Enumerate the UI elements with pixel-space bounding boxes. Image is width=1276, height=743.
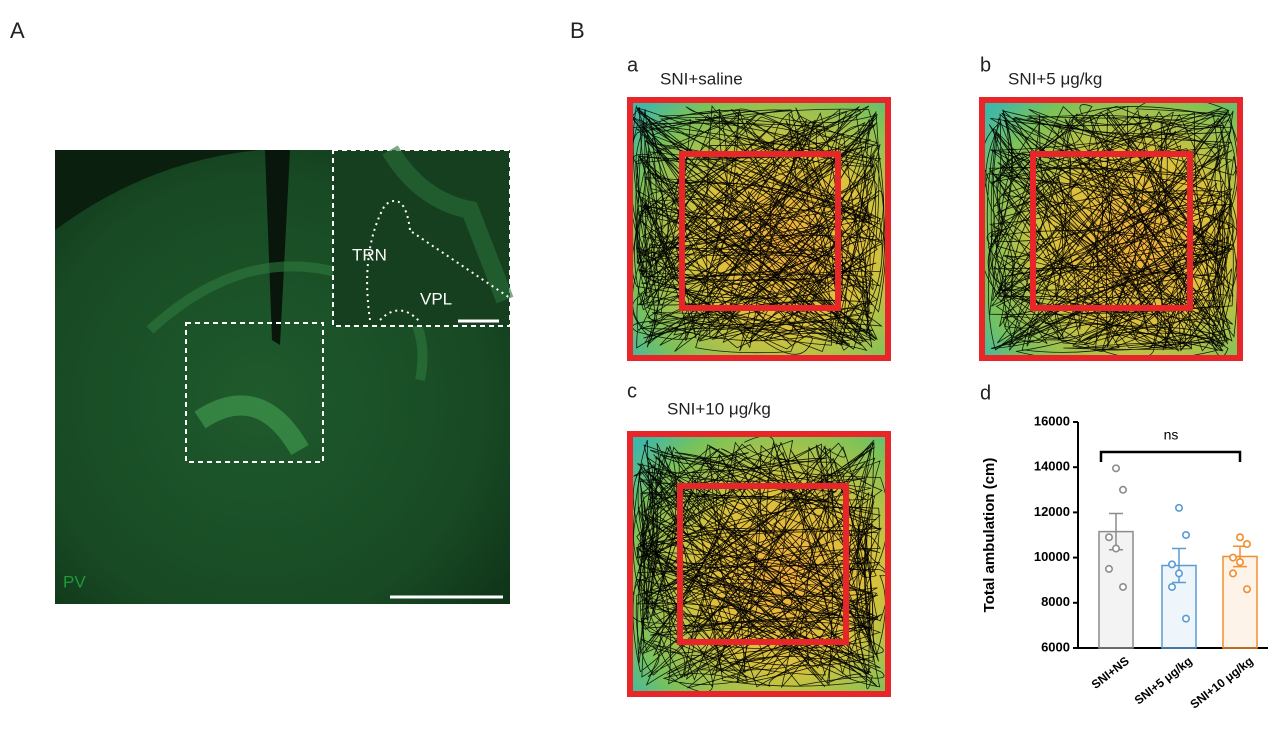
arenas (627, 97, 1242, 696)
x-tick-label: SNI+5 μg/kg (1132, 654, 1195, 708)
data-point (1230, 554, 1236, 560)
data-point (1113, 465, 1119, 471)
data-point (1183, 615, 1189, 621)
data-point (1120, 487, 1126, 493)
subpanel-title: SNI+saline (660, 69, 743, 88)
data-point (1120, 584, 1126, 590)
figure: A TRN VPL PV B a SNI+saline b SNI+5 μg/k… (0, 0, 1276, 738)
subpanel-title: SNI+5 μg/kg (1008, 69, 1102, 88)
micrograph (55, 150, 510, 604)
data-point (1237, 559, 1243, 565)
inset-label: VPL (420, 289, 452, 308)
y-tick-label: 10000 (1034, 549, 1070, 564)
y-tick-label: 16000 (1034, 413, 1070, 428)
data-point (1169, 561, 1175, 567)
data-point (1183, 532, 1189, 538)
data-point (1176, 570, 1182, 576)
data-point (1237, 534, 1243, 540)
data-point (1106, 566, 1112, 572)
bar (1223, 556, 1257, 648)
y-tick-label: 6000 (1041, 639, 1070, 654)
x-tick-label: SNI+10 μg/kg (1188, 654, 1256, 712)
subpanel-label: b (980, 54, 991, 76)
panel-label: B (570, 18, 585, 43)
subpanel-title: SNI+10 μg/kg (667, 399, 771, 418)
y-tick-label: 14000 (1034, 459, 1070, 474)
data-point (1244, 586, 1250, 592)
data-point (1230, 570, 1236, 576)
data-point (1169, 584, 1175, 590)
annotation: ns (1164, 427, 1179, 443)
y-axis-label: Total ambulation (cm) (981, 458, 998, 613)
subpanel-label: a (627, 54, 639, 76)
data-point (1106, 534, 1112, 540)
data-point (1244, 541, 1250, 547)
data-point (1176, 505, 1182, 511)
subpanel-label: d (980, 382, 991, 404)
stain-label: PV (63, 572, 86, 591)
y-tick-label: 12000 (1034, 504, 1070, 519)
x-tick-label: SNI+NS (1089, 654, 1132, 692)
y-tick-label: 8000 (1041, 594, 1070, 609)
panel-label: A (10, 18, 25, 43)
chart: ns Total ambulation (cm) 6000 8000 10000 12… (981, 413, 1268, 711)
subpanel-label: c (627, 380, 637, 402)
inset-label: TRN (352, 245, 387, 264)
data-point (1113, 545, 1119, 551)
